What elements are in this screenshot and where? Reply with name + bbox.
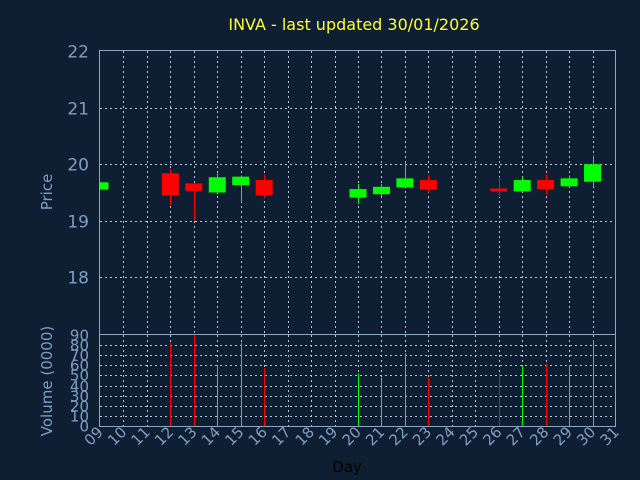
candle-body <box>232 176 250 186</box>
volume-axis-label: Volume (0000) <box>38 326 56 436</box>
x-tick-label: 30 <box>573 423 599 449</box>
volume-tick-label: 80 <box>70 337 89 355</box>
volume-tick-label: 10 <box>70 408 89 426</box>
candle-body <box>537 180 555 190</box>
x-tick-label: 12 <box>151 423 177 449</box>
x-tick-label: 20 <box>339 423 365 449</box>
x-tick-label: 17 <box>268 423 294 449</box>
x-tick-label: 14 <box>198 423 224 449</box>
x-tick-label: 15 <box>221 423 247 449</box>
price-tick-label: 21 <box>67 100 89 120</box>
candle-body <box>208 177 226 193</box>
volume-tick-label: 40 <box>70 378 89 396</box>
x-tick-label: 29 <box>550 423 576 449</box>
price-tick-label: 19 <box>67 213 89 233</box>
candle-body <box>372 186 390 195</box>
x-tick-label: 21 <box>362 423 388 449</box>
volume-tick-label: 90 <box>70 327 89 345</box>
x-tick-label: 22 <box>386 423 412 449</box>
candle-body <box>255 180 273 196</box>
candle-body <box>396 178 414 188</box>
price-y-ticks: 18 19 20 21 22 <box>67 43 89 289</box>
x-tick-label: 27 <box>503 423 529 449</box>
volume-tick-label: 0 <box>79 418 89 436</box>
volume-tick-label: 20 <box>70 398 89 416</box>
x-tick-label: 19 <box>315 423 341 449</box>
x-tick-label: 25 <box>456 423 482 449</box>
volume-tick-label: 60 <box>70 357 89 375</box>
x-tick-label: 26 <box>479 423 505 449</box>
candle-body <box>584 164 602 182</box>
volume-panel-frame <box>99 334 616 427</box>
candle-body <box>100 182 109 190</box>
candle-body <box>349 189 367 198</box>
price-tick-label: 18 <box>67 269 89 289</box>
price-axis-label: Price <box>38 174 56 211</box>
price-tick-label: 20 <box>67 156 89 176</box>
price-tick-label: 22 <box>67 43 89 63</box>
volume-tick-label: 50 <box>70 367 89 385</box>
candle-body <box>419 180 437 190</box>
x-ticks: 0910111213141516171819202122232425262728… <box>81 423 623 449</box>
chart-title: INVA - last updated 30/01/2026 <box>228 15 479 34</box>
x-tick-label: 23 <box>409 423 435 449</box>
x-tick-label: 13 <box>174 423 200 449</box>
candlesticks <box>100 155 602 221</box>
candle-body <box>185 183 203 191</box>
x-tick-label: 24 <box>432 423 458 449</box>
candle-body <box>161 173 179 196</box>
x-tick-label: 11 <box>128 423 154 449</box>
x-tick-label: 31 <box>597 423 623 449</box>
candle-body <box>490 188 508 192</box>
volume-tick-label: 30 <box>70 388 89 406</box>
volume-tick-label: 70 <box>70 347 89 365</box>
x-tick-label: 16 <box>245 423 271 449</box>
volume-gridlines <box>100 335 616 426</box>
x-tick-label: 28 <box>526 423 552 449</box>
price-gridlines <box>100 51 616 334</box>
volume-bars <box>170 335 594 426</box>
x-axis-label: Day <box>332 458 362 476</box>
x-tick-label: 10 <box>104 423 130 449</box>
candle-body <box>513 180 531 192</box>
candle-body <box>560 178 578 187</box>
x-tick-label: 18 <box>292 423 318 449</box>
